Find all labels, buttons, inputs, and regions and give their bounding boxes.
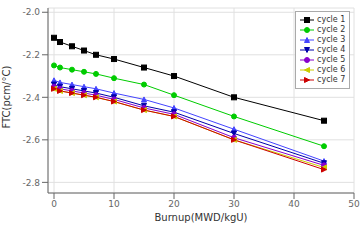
svg-text:20: 20 [168,199,180,209]
svg-text:-2.8: -2.8 [22,178,40,188]
svg-text:-2.6: -2.6 [22,135,40,145]
svg-text:0: 0 [51,199,57,209]
svg-text:40: 40 [288,199,300,209]
svg-text:10: 10 [108,199,120,209]
html-text:cycle 1: cycle 1 [317,15,346,24]
html-text:cycle 6: cycle 6 [317,65,346,74]
html-text:cycle 4: cycle 4 [317,45,346,54]
html-text:cycle 3: cycle 3 [317,35,346,44]
svg-text:50: 50 [348,199,356,209]
svg-text:30: 30 [228,199,240,209]
html-text:cycle 5: cycle 5 [317,55,346,64]
svg-text:-2.0: -2.0 [22,7,40,17]
svg-text:-2.4: -2.4 [22,93,40,103]
svg-text:FTC(pcm/°C): FTC(pcm/°C) [8,66,12,129]
svg-text:-2.2: -2.2 [22,50,40,60]
html-text:cycle 2: cycle 2 [317,25,346,34]
html-text:cycle 7: cycle 7 [317,75,346,84]
svg-text:Burnup(MWD/kgU): Burnup(MWD/kgU) [154,212,247,223]
